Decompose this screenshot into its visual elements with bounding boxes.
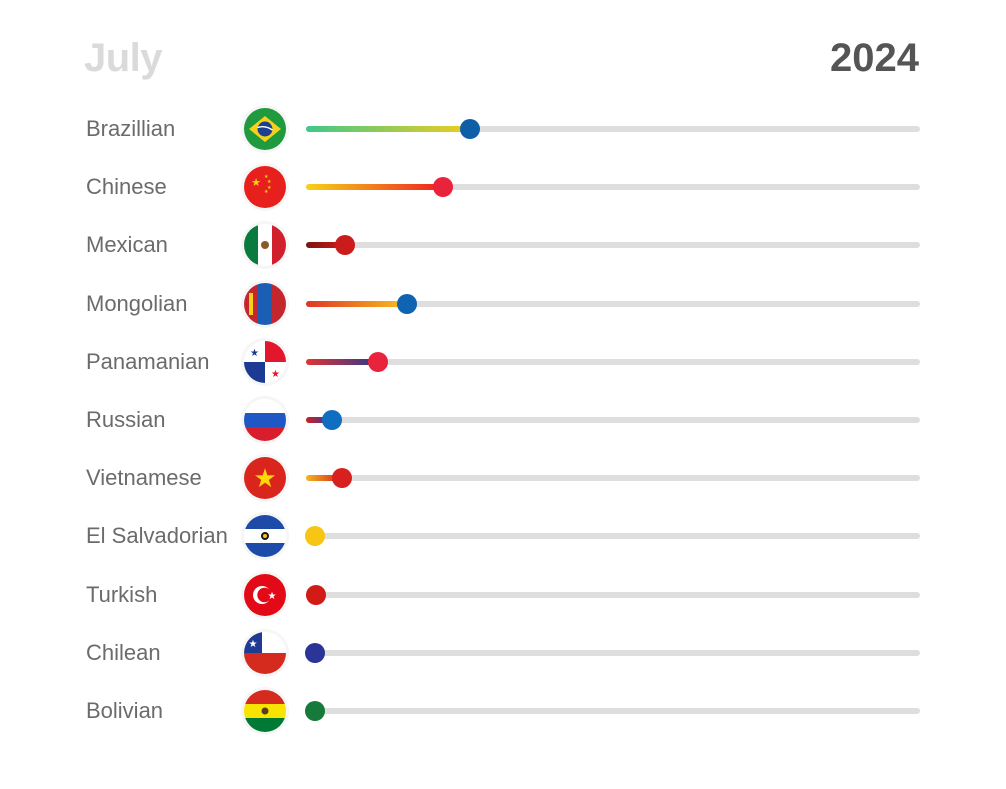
bar-track — [306, 468, 920, 489]
month-label: July — [84, 36, 163, 80]
svg-text:★: ★ — [251, 176, 261, 189]
bar-track — [306, 235, 920, 256]
panama-flag-icon: ★ ★ — [244, 340, 286, 383]
bar-track — [305, 584, 920, 605]
brazil-flag-icon — [244, 108, 286, 150]
category-label: Vietnamese — [86, 465, 202, 491]
bar-track — [306, 351, 920, 372]
bar-row: Bolivian — [0, 686, 1006, 736]
bar-row: Russian — [0, 395, 1006, 445]
bar-row: Vietnamese ★ — [0, 453, 1006, 503]
svg-text:★: ★ — [250, 348, 259, 359]
bar-track — [306, 119, 920, 139]
bar-end-marker — [331, 468, 352, 489]
category-label: Russian — [86, 407, 166, 432]
svg-text:★: ★ — [264, 189, 269, 195]
bar-fill — [306, 126, 470, 132]
category-label: Mexican — [86, 232, 168, 258]
bar-track — [306, 293, 920, 314]
bar-end-marker — [432, 177, 453, 198]
svg-text:★: ★ — [249, 639, 258, 650]
bolivia-flag-icon — [244, 690, 286, 732]
bar-end-marker — [322, 410, 343, 430]
svg-text:★: ★ — [253, 464, 276, 494]
category-label: Brazillian — [86, 116, 176, 141]
bar-track — [305, 701, 920, 721]
bar-row: Mexican — [0, 220, 1006, 270]
category-label: Mongolian — [86, 290, 188, 316]
bar-fill — [306, 358, 379, 365]
year-label: 2024 — [830, 36, 919, 80]
bar-end-marker — [305, 584, 326, 605]
category-label: Panamanian — [86, 348, 210, 374]
bar-end-marker — [396, 293, 417, 314]
mongolia-flag-icon — [244, 282, 286, 325]
el-salvador-flag-icon — [244, 515, 286, 558]
bar-end-marker — [304, 526, 325, 547]
category-label: Bolivian — [86, 698, 164, 723]
chile-flag-icon: ★ — [244, 631, 286, 674]
bar-track — [306, 410, 920, 430]
category-label: Turkish — [86, 581, 158, 607]
bar-fill — [306, 300, 407, 307]
bar-track — [306, 177, 920, 198]
category-label: Chilean — [86, 639, 161, 665]
category-label: El Salvadorian — [86, 523, 228, 549]
svg-text:★: ★ — [264, 174, 269, 180]
china-flag-icon: ★ ★ ★ ★ ★ — [244, 166, 286, 209]
bar-end-marker — [459, 119, 480, 139]
vietnam-flag-icon: ★ — [244, 457, 286, 500]
bar-row: Mongolian — [0, 279, 1006, 329]
bar-row: Chinese ★ ★ ★ ★ ★ — [0, 162, 1006, 212]
bar-end-marker — [334, 235, 355, 256]
bar-row: Panamanian ★ ★ — [0, 337, 1006, 387]
bar-row: Brazillian — [0, 104, 1006, 154]
bar-fill — [306, 475, 342, 482]
bar-row: Turkish ★ — [0, 570, 1006, 620]
bar-track — [304, 526, 920, 547]
bar-end-marker — [368, 351, 389, 372]
bar-end-marker — [305, 701, 326, 721]
bar-end-marker — [304, 642, 325, 663]
bar-row: El Salvadorian — [0, 511, 1006, 561]
svg-text:★: ★ — [267, 185, 272, 191]
turkey-flag-icon: ★ — [244, 573, 286, 616]
bar-fill — [306, 184, 443, 191]
svg-text:★: ★ — [271, 369, 280, 380]
bar-track — [304, 642, 920, 663]
russia-flag-icon — [244, 399, 286, 441]
bar-fill — [306, 417, 333, 423]
svg-text:★: ★ — [268, 591, 277, 602]
svg-text:★: ★ — [267, 179, 272, 185]
category-label: Chinese — [86, 174, 167, 200]
mexico-flag-icon — [244, 224, 286, 267]
bar-fill — [306, 242, 345, 249]
bar-row: Chilean ★ — [0, 628, 1006, 678]
